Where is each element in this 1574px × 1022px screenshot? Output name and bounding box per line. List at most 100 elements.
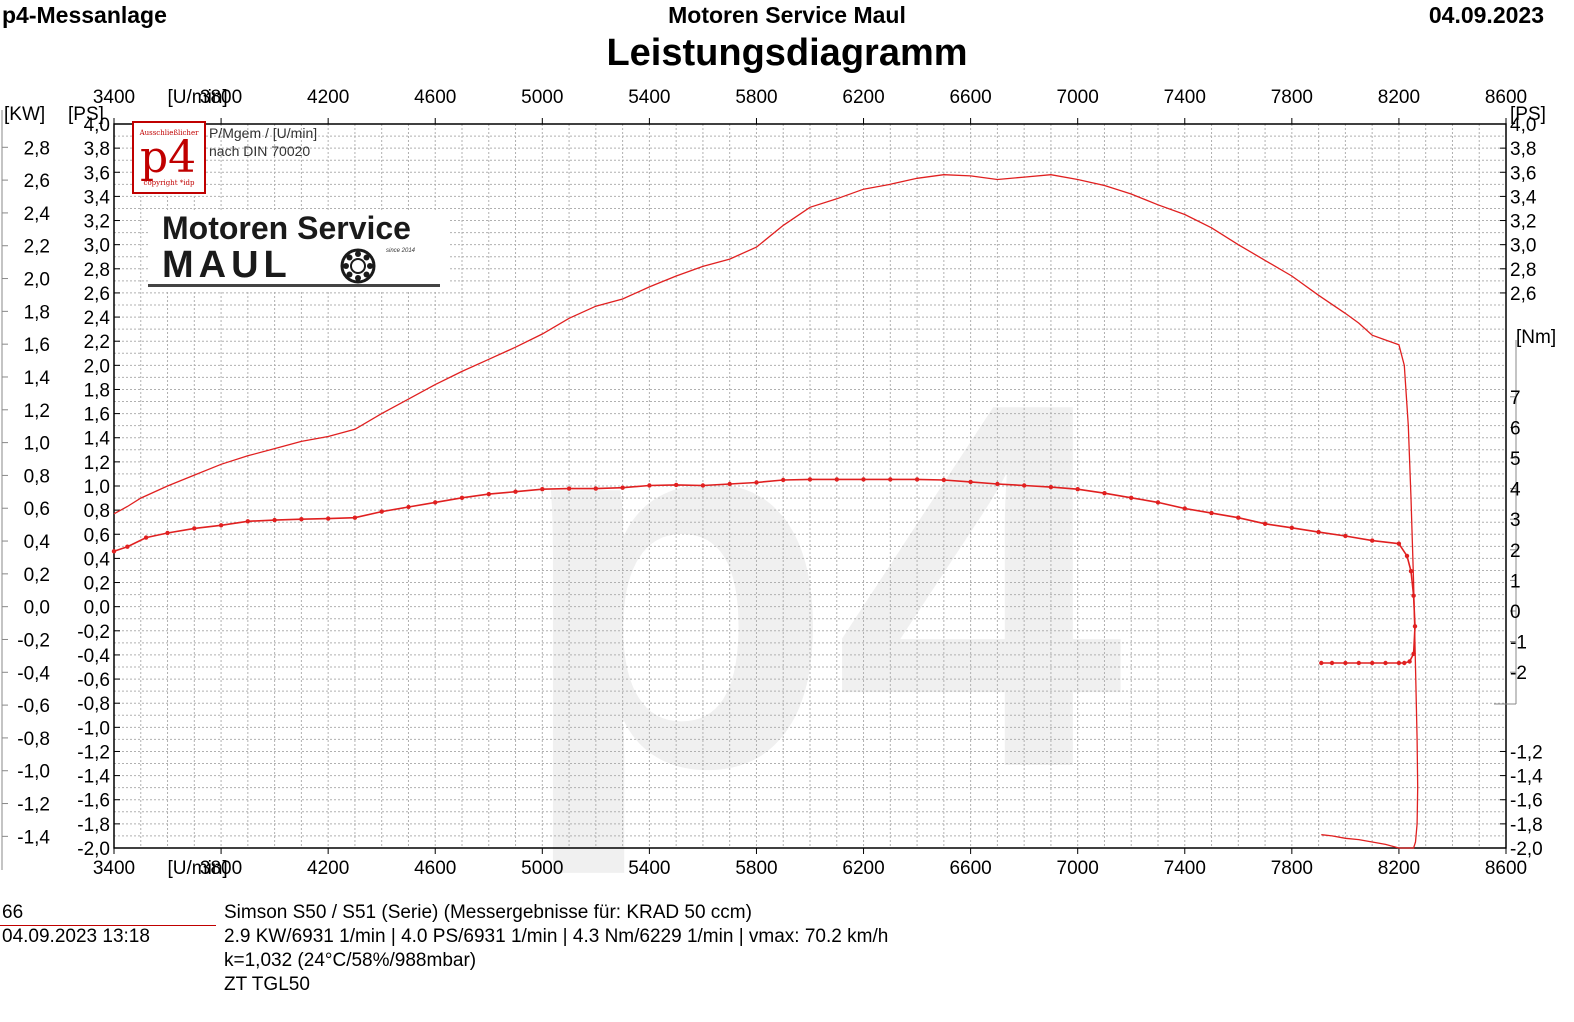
x-tick-label-bottom: 3400 [93,858,135,879]
nm-tick-label: 6 [1510,418,1521,439]
kw-tick-label: -0,4 [17,663,50,684]
kw-tick-label: 1,6 [24,335,50,356]
ps-tick-label-right: 2,6 [1510,284,1536,305]
ps-tick-label: -0,2 [77,622,110,643]
torque-point [593,486,598,491]
ps-unit-label-left: [PS] [68,104,104,125]
tick-label-layer: 3400 3400 3800 3800 4200 4200 4600 4600 5000 5000… [4,87,1556,879]
torque-point [914,477,920,482]
torque-point [566,486,572,491]
torque-point [1329,660,1335,666]
vehicle-description: Simson S50 / S51 (Serie) (Messergebnisse… [224,902,752,923]
ignition-type: ZT TGL50 [224,974,310,995]
torque-point [1411,651,1416,656]
torque-curve [113,478,1416,664]
torque-point [674,482,679,488]
torque-point [540,487,545,492]
kw-tick-label: 0,0 [24,598,50,619]
torque-point [245,519,250,524]
brand-logo-rule [148,284,440,287]
kw-tick-label: 2,8 [24,138,50,159]
x-tick-label-bottom: 5000 [521,858,563,879]
ps-tick-label: 0,6 [84,525,110,546]
torque-point [1412,624,1418,629]
torque-point [1396,660,1402,666]
torque-point [165,530,170,536]
run-datetime: 04.09.2023 13:18 [2,926,150,947]
nm-tick-label: 7 [1510,388,1521,409]
x-tick-label-bottom: 4200 [307,858,349,879]
run-number: 66 [2,902,24,923]
torque-point [1182,506,1188,511]
torque-point [1408,569,1414,574]
ps-tick-label: -2,0 [77,839,110,860]
header-date: 04.09.2023 [1428,2,1544,28]
ps-tick-label-right: -1,2 [1510,742,1543,763]
x-tick-label-top: 7000 [1057,87,1099,108]
x-tick-label-top: 7800 [1271,87,1313,108]
ps-tick-label: 0,4 [84,549,111,570]
kw-unit-label: [KW] [4,104,45,125]
power-curve [113,174,1419,849]
torque-point [192,526,197,531]
nm-tick-label: 4 [1510,480,1521,501]
torque-point [1404,553,1410,559]
kw-tick-label: 2,6 [24,171,50,192]
torque-point [433,500,438,505]
kw-tick-label: -1,4 [17,827,50,848]
ps-tick-label: 3,0 [84,236,110,257]
torque-point [1236,515,1241,520]
torque-point [807,477,813,482]
p4-logo-caption-bottom: copyright *idp [143,179,195,187]
ps-tick-label: -0,4 [77,646,110,667]
torque-point [125,544,130,549]
ps-tick-label-right: -1,4 [1510,767,1543,788]
kw-tick-label: 1,8 [24,302,50,323]
ps-tick-label: 0,0 [84,598,110,619]
torque-point [111,549,117,554]
torque-point [1209,510,1214,516]
torque-point [861,477,866,482]
ps-tick-label: -1,0 [77,718,110,739]
nm-tick-label: 0 [1510,602,1521,623]
p4-logo-caption-top: Ausschließlicher [139,129,199,137]
x-tick-label-top: 4600 [414,87,456,108]
torque-point [1343,660,1348,666]
torque-point [272,517,277,523]
torque-point [379,509,384,514]
x-tick-label-top: 5800 [735,87,777,108]
x-tick-label-top: 8600 [1485,87,1527,108]
torque-point [486,491,491,497]
ps-tick-label: 1,6 [84,405,110,426]
nm-tick-label: 5 [1510,449,1521,470]
ps-tick-label: 3,6 [84,163,110,184]
ps-unit-label-right: [PS] [1510,104,1546,125]
ps-tick-label: 0,8 [84,501,110,522]
kw-tick-label: -0,2 [17,630,50,651]
brand-since: since 2014 [386,248,416,254]
x-tick-label-top: 5400 [628,87,670,108]
x-tick-label-top: 6600 [949,87,991,108]
torque-point [1411,593,1416,598]
brand-logo-line2: MAUL [162,244,292,286]
ps-tick-label: 4,0 [84,115,110,136]
torque-point [1383,660,1388,666]
ps-tick-label: 1,2 [84,453,110,474]
x-tick-label-bottom: 5800 [735,858,777,879]
ps-tick-label: 2,8 [84,260,110,281]
torque-point [1129,495,1134,500]
ps-tick-label: 1,0 [84,477,110,498]
torque-point [1402,660,1407,666]
kw-tick-label: 0,4 [24,532,51,553]
x-tick-label-top: 5000 [521,87,563,108]
ps-tick-label-right: 2,8 [1510,260,1536,281]
ps-tick-label: 3,2 [84,212,110,233]
nm-tick-label: 1 [1510,571,1521,592]
x-tick-label-bottom: 7800 [1271,858,1313,879]
x-tick-label-bottom: 4600 [414,858,456,879]
ps-tick-label-right: -1,6 [1510,791,1543,812]
ps-tick-label: -0,6 [77,670,110,691]
torque-point [754,480,759,485]
chart-title: Leistungsdiagramm [606,32,968,74]
torque-point [700,483,706,488]
